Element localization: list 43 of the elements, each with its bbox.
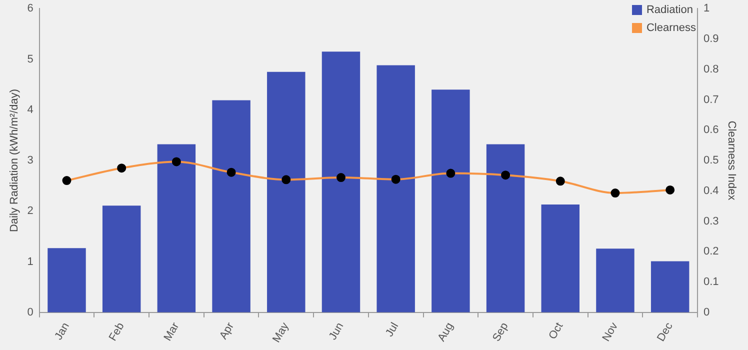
y-axis-title: Daily Radiation (kWh/m²/day) <box>8 88 21 232</box>
y-tick-label: 3 <box>27 154 34 167</box>
y-tick-label: 2 <box>27 205 34 218</box>
y2-tick-label: 0.8 <box>704 63 719 76</box>
x-tick-label: Oct <box>546 320 566 342</box>
x-tick-label: Sep <box>490 320 511 344</box>
bar <box>486 144 525 312</box>
x-tick-label: Jun <box>326 320 346 342</box>
y-tick-label: 5 <box>27 53 34 66</box>
x-tick-label: Feb <box>106 320 127 344</box>
bar <box>541 204 580 312</box>
y2-tick-label: 0.5 <box>704 154 719 167</box>
y2-tick-label: 0.6 <box>704 124 719 136</box>
x-tick-label: Jul <box>384 320 402 339</box>
y2-tick-label: 1 <box>704 2 710 15</box>
y2-tick-label: 0 <box>704 306 710 318</box>
x-tick-label: Mar <box>162 320 182 344</box>
y2-tick-label: 0.9 <box>704 33 719 46</box>
y-tick-label: 6 <box>27 2 34 15</box>
legend-label: Clearness <box>646 22 696 34</box>
y2-tick-label: 0.1 <box>704 276 719 288</box>
bar <box>267 72 306 312</box>
x-tick-label: Dec <box>655 320 676 344</box>
y-tick-label: 0 <box>27 306 34 318</box>
x-tick-label: Jan <box>52 320 72 342</box>
y2-tick-label: 0.3 <box>704 215 719 228</box>
y2-tick-label: 0.7 <box>704 94 719 106</box>
legend-label: Radiation <box>646 4 693 16</box>
x-tick-label: Apr <box>218 320 237 342</box>
y-tick-label: 1 <box>27 256 34 268</box>
bar <box>48 248 86 312</box>
bar <box>157 144 196 312</box>
y2-tick-label: 0.2 <box>704 246 719 258</box>
y2-axis-title: Clearness Index <box>725 120 738 201</box>
bar <box>432 90 470 312</box>
bar <box>212 100 250 312</box>
y2-tick-label: 0.4 <box>704 184 719 197</box>
y-tick-label: 4 <box>27 104 34 116</box>
bar <box>102 206 141 312</box>
bar <box>596 248 634 312</box>
bar <box>322 52 360 312</box>
bar <box>650 261 690 312</box>
bar <box>376 65 415 312</box>
